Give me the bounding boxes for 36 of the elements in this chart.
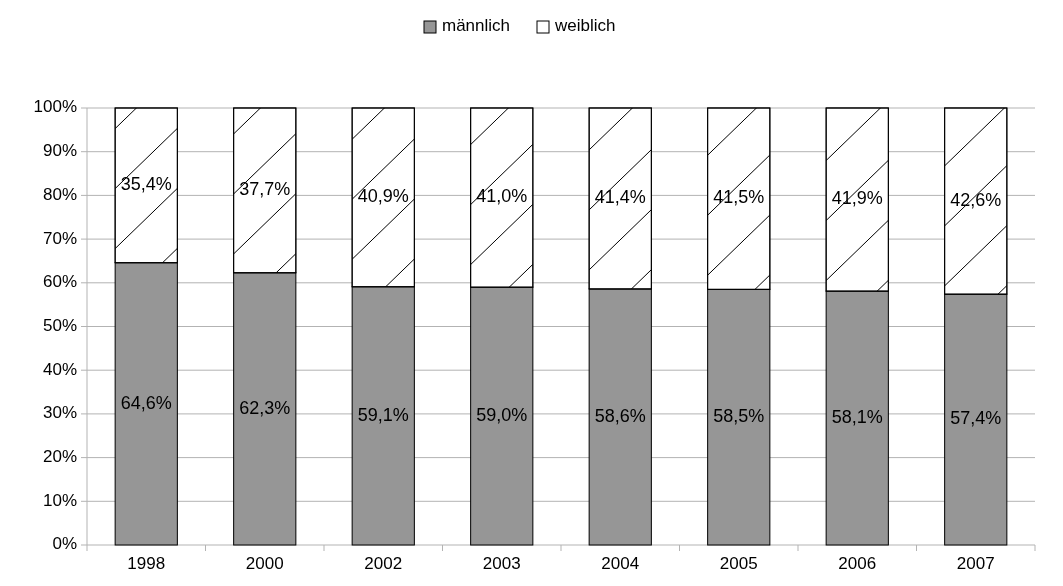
x-tick-label: 2000	[245, 554, 284, 573]
data-label: 59,1%	[357, 404, 409, 425]
y-tick-label: 10%	[42, 490, 77, 510]
data-label: 41,9%	[831, 188, 883, 209]
legend-label: weiblich	[554, 16, 616, 36]
data-label: 62,3%	[239, 397, 291, 418]
data-label: 59,0%	[476, 404, 528, 425]
y-tick-label: 50%	[42, 315, 77, 335]
x-tick-label: 1998	[127, 554, 166, 573]
data-label: 58,6%	[594, 405, 646, 426]
data-label: 58,1%	[831, 406, 883, 427]
data-label: 58,5%	[713, 405, 765, 426]
legend-label: männlich	[442, 16, 511, 36]
data-label: 57,4%	[950, 408, 1002, 429]
y-tick-label: 100%	[33, 97, 77, 117]
y-tick-label: 20%	[42, 447, 77, 467]
x-tick-label: 2006	[838, 554, 877, 573]
y-tick-label: 40%	[42, 359, 77, 379]
data-label: 40,9%	[357, 186, 409, 207]
x-tick-label: 2004	[601, 554, 640, 573]
data-label: 35,4%	[120, 174, 172, 195]
y-tick-label: 60%	[42, 272, 77, 292]
y-tick-label: 30%	[42, 403, 77, 423]
y-tick-label: 90%	[42, 141, 77, 161]
data-label: 37,7%	[239, 179, 291, 200]
x-tick-label: 2005	[719, 554, 758, 573]
x-tick-label: 2007	[956, 554, 995, 573]
y-tick-label: 80%	[42, 184, 77, 204]
y-tick-label: 0%	[52, 534, 77, 554]
data-label: 41,4%	[594, 187, 646, 208]
data-label: 41,5%	[713, 187, 765, 208]
x-tick-label: 2002	[364, 554, 403, 573]
data-label: 64,6%	[120, 392, 172, 413]
data-label: 41,0%	[476, 186, 528, 207]
x-tick-label: 2003	[482, 554, 521, 573]
y-tick-label: 70%	[42, 228, 77, 248]
